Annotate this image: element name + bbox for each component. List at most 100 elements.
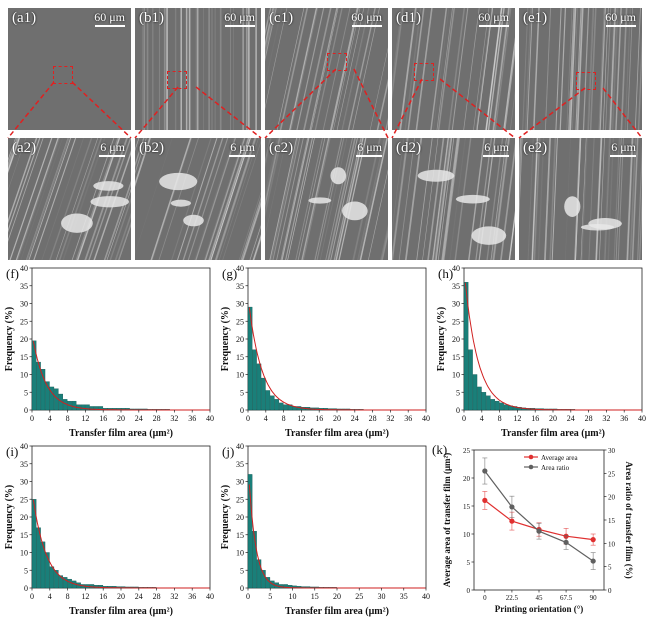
x-tick-label: 40 xyxy=(206,592,214,601)
fit-curve xyxy=(249,308,425,411)
x-tick-label: 20 xyxy=(117,592,125,601)
y-tick-label: 35 xyxy=(452,282,460,291)
y-tick-label: 40 xyxy=(452,264,460,273)
zoom-connector xyxy=(392,79,422,138)
y-tick-label: 5 xyxy=(240,566,244,575)
x-tick-label: 20 xyxy=(117,414,125,423)
y-tick-label: 5 xyxy=(240,388,244,397)
x-tick-label: 12 xyxy=(297,414,305,423)
y-tick-label: 35 xyxy=(236,282,244,291)
y-tick-label: 20 xyxy=(452,335,460,344)
panel-label: (h) xyxy=(438,266,453,281)
zoom-connector xyxy=(196,87,261,138)
x-tick-label: 22.5 xyxy=(506,594,519,602)
x-tick-label: 40 xyxy=(206,414,214,423)
histogram-bar xyxy=(504,405,508,410)
y-tick-label: 10 xyxy=(236,549,244,558)
panel-label: (i) xyxy=(6,444,18,459)
y-axis-label: Frequency (%) xyxy=(4,485,15,550)
x-tick-label: 28 xyxy=(585,414,593,423)
y-tick-label: 20 xyxy=(463,475,471,483)
data-point xyxy=(509,504,514,509)
y-tick-label: 15 xyxy=(20,531,28,540)
y-tick-label: 20 xyxy=(20,513,28,522)
histogram-bar xyxy=(270,396,274,410)
histogram-bar xyxy=(468,350,472,410)
x-tick-label: 24 xyxy=(135,414,143,423)
x-tick-label: 25 xyxy=(355,592,363,601)
x-axis-label: Transfer film area (μm²) xyxy=(69,428,173,439)
y-tick-label: 10 xyxy=(20,371,28,380)
x-tick-label: 20 xyxy=(333,592,341,601)
x-tick-label: 28 xyxy=(153,592,161,601)
histogram-bar xyxy=(284,405,288,410)
x-axis-label: Transfer film area (μm²) xyxy=(69,606,173,617)
y-tick-label: 25 xyxy=(452,317,460,326)
x-axis-label: Transfer film area (μm²) xyxy=(501,428,605,439)
y-right-tick-label: 20 xyxy=(608,494,616,502)
x-tick-label: 24 xyxy=(351,414,359,423)
y-tick-label: 15 xyxy=(236,353,244,362)
x-tick-label: 28 xyxy=(153,414,161,423)
x-tick-label: 30 xyxy=(378,592,386,601)
y-tick-label: 20 xyxy=(236,513,244,522)
data-point xyxy=(509,519,514,524)
y-right-tick-label: 25 xyxy=(608,470,616,478)
x-tick-label: 8 xyxy=(66,592,70,601)
histogram-bar xyxy=(275,399,279,410)
histogram-bar xyxy=(500,403,504,410)
y-tick-label: 30 xyxy=(236,478,244,487)
y-tick-label: 15 xyxy=(463,503,471,511)
x-tick-label: 0 xyxy=(246,414,250,423)
x-tick-label: 16 xyxy=(315,414,323,423)
x-tick-label: 67.5 xyxy=(560,594,573,602)
x-tick-label: 0 xyxy=(246,592,250,601)
y-tick-label: 30 xyxy=(452,300,460,309)
x-tick-label: 10 xyxy=(289,592,297,601)
x-tick-label: 16 xyxy=(99,592,107,601)
histogram-bar xyxy=(473,375,477,411)
zoom-connector xyxy=(440,79,515,138)
x-tick-label: 8 xyxy=(282,414,286,423)
plot-frame xyxy=(248,446,426,588)
y-axis-label: Frequency (%) xyxy=(220,307,231,372)
histogram-bar xyxy=(257,560,261,588)
y-tick-label: 10 xyxy=(452,371,460,380)
histogram-bar xyxy=(36,528,40,588)
y-tick-label: 30 xyxy=(20,478,28,487)
y-right-tick-label: 30 xyxy=(608,447,616,455)
y-tick-label: 40 xyxy=(20,264,28,273)
y-axis-label: Average area of transfer film (μm²) xyxy=(442,453,452,588)
x-tick-label: 32 xyxy=(170,414,178,423)
data-point xyxy=(482,468,487,473)
zoom-connector xyxy=(8,82,54,138)
y-right-axis-label: Area ratio of transfer film (%) xyxy=(624,461,634,578)
plot-frame xyxy=(248,268,426,410)
y-axis-label: Frequency (%) xyxy=(436,307,447,372)
histogram-bar xyxy=(81,405,85,410)
y-tick-label: 40 xyxy=(236,264,244,273)
zoom-connector xyxy=(603,88,642,138)
x-tick-label: 90 xyxy=(590,594,598,602)
x-tick-label: 40 xyxy=(638,414,646,423)
plot-frame xyxy=(32,268,210,410)
zoom-connector xyxy=(519,88,585,138)
y-tick-label: 15 xyxy=(452,353,460,362)
y-right-tick-label: 0 xyxy=(608,587,612,595)
x-tick-label: 0 xyxy=(483,594,487,602)
y-tick-label: 0 xyxy=(456,406,460,415)
plot-frame xyxy=(32,446,210,588)
x-tick-label: 16 xyxy=(99,414,107,423)
histogram-bar xyxy=(491,399,495,410)
y-tick-label: 40 xyxy=(20,442,28,451)
data-point xyxy=(563,540,568,545)
x-tick-label: 0 xyxy=(462,414,466,423)
zoom-connector xyxy=(265,69,336,138)
x-axis-label: Transfer film area (μm²) xyxy=(285,428,389,439)
